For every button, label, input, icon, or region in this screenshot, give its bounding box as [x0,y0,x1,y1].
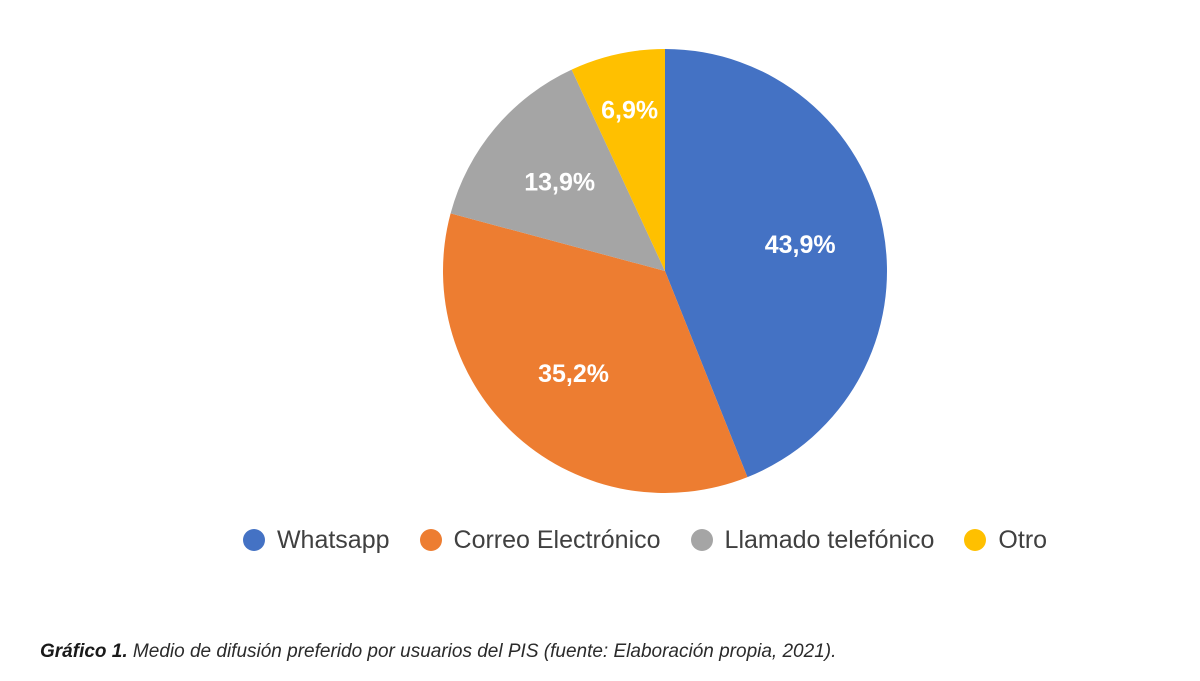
caption-label: Gráfico 1. [40,641,128,662]
pie-slice-whatsapp [665,49,888,478]
legend-label: Otro [998,525,1048,554]
legend-item-llamado: Llamado telefónico [690,525,935,555]
pie-slice-otro [571,49,665,271]
data-label: 6,9% [601,97,658,125]
legend-label: Llamado telefónico [724,525,935,554]
legend-item-correo: Correo Electrónico [419,525,661,555]
caption-text: Medio de difusión preferido por usuarios… [127,641,837,662]
legend-item-otro: Otro [964,526,1047,555]
legend-item-whatsapp: Whatsapp [242,525,390,555]
legend-marker [242,529,265,551]
pie-slices [443,49,888,494]
pie-slice-llamado-telefónico [450,69,665,271]
data-label: 35,2% [538,360,609,388]
data-label: 13,9% [524,168,595,196]
pie-slice-correo-electrónico [443,213,748,494]
pie-chart: 43,9% 35,2% 13,9% 6,9% [443,49,888,494]
legend-marker [690,529,713,551]
legend-marker [419,529,442,551]
chart-legend: Whatsapp Correo Electrónico Llamado tele… [0,522,1200,558]
legend-marker [964,529,987,551]
figure-caption: Gráfico 1. Medio de difusión preferido p… [40,641,836,663]
legend-label: Correo Electrónico [453,525,661,554]
pie-data-labels: 43,9% 35,2% 13,9% 6,9% [524,97,835,388]
data-label: 43,9% [765,231,836,259]
legend-label: Whatsapp [276,525,390,554]
